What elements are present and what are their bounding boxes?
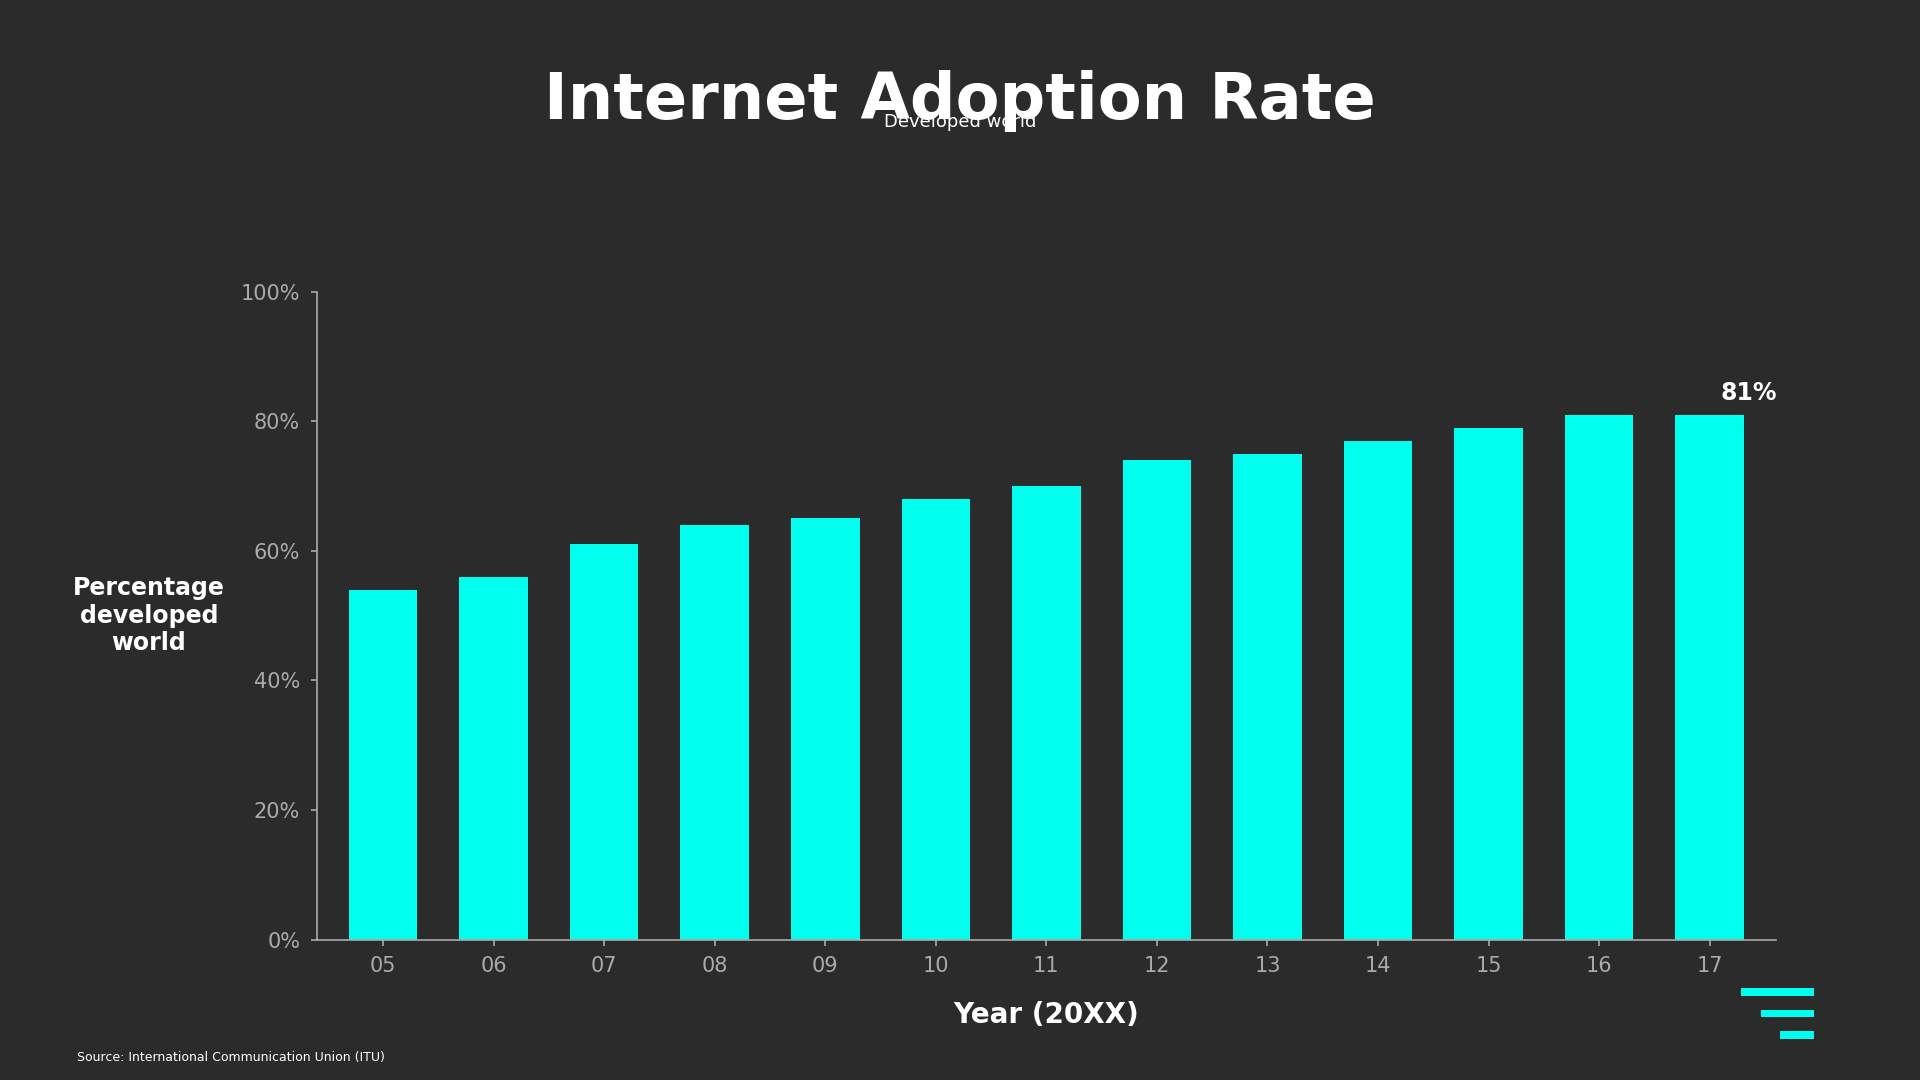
Bar — [902, 499, 970, 940]
Y-axis label: Percentage
developed
world: Percentage developed world — [73, 576, 225, 656]
Bar — [349, 590, 417, 940]
Bar — [1123, 460, 1190, 940]
Bar — [570, 544, 639, 940]
Text: Developed world: Developed world — [883, 113, 1037, 132]
Bar — [1676, 415, 1743, 940]
Text: 81%: 81% — [1720, 381, 1778, 405]
Bar — [1012, 486, 1081, 940]
Text: Source: International Communication Union (ITU): Source: International Communication Unio… — [77, 1051, 384, 1064]
Bar — [1565, 415, 1634, 940]
Bar — [791, 518, 860, 940]
Text: Internet Adoption Rate: Internet Adoption Rate — [543, 70, 1377, 132]
Bar — [1344, 441, 1413, 940]
Bar — [1233, 454, 1302, 940]
Bar — [459, 577, 528, 940]
X-axis label: Year (20XX): Year (20XX) — [954, 1001, 1139, 1029]
Bar — [1453, 428, 1523, 940]
Bar — [680, 525, 749, 940]
